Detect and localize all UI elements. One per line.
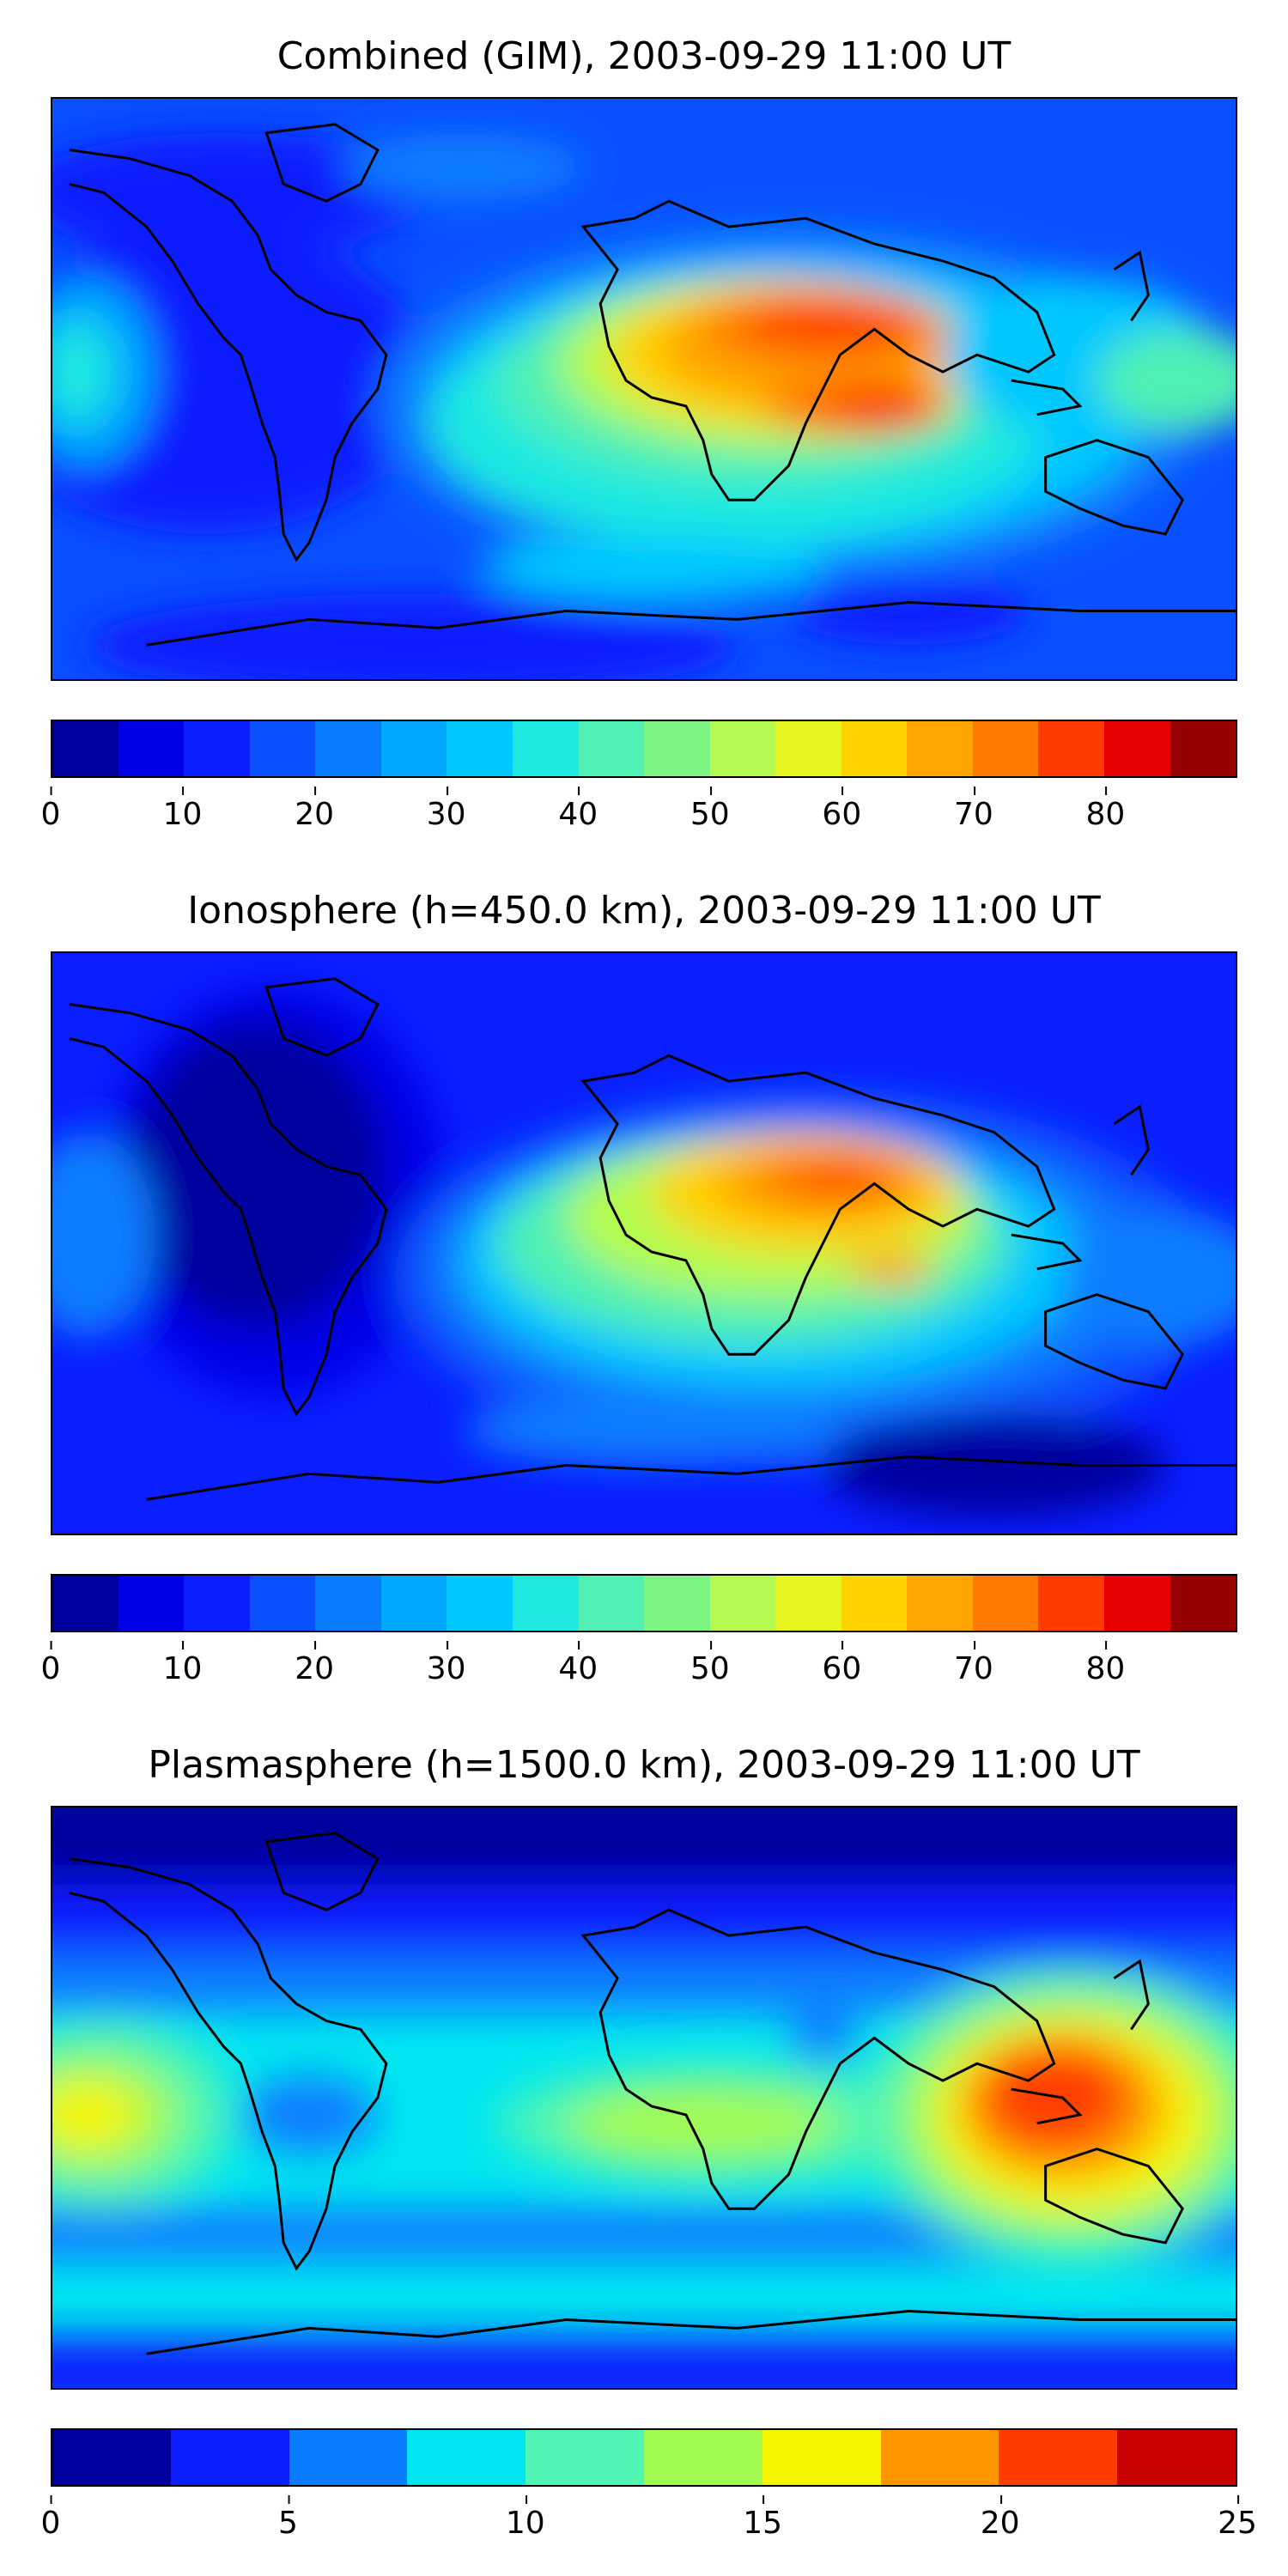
- colorbar-tick-label: 20: [295, 1641, 335, 1686]
- coastlines: [69, 1832, 1236, 2355]
- colorbar-tick-label: 0: [40, 1641, 61, 1686]
- colorbar-tick-label: 5: [277, 2495, 298, 2541]
- colorbar-segment: [709, 721, 776, 776]
- colorbar-segment: [52, 2430, 171, 2485]
- map-svg-plasmasphere: [52, 1807, 1236, 2388]
- colorbar-segment: [170, 2430, 289, 2485]
- map-svg-combined: [52, 99, 1236, 679]
- colorbar-segment: [1104, 721, 1170, 776]
- colorbar-segment: [775, 721, 841, 776]
- colorbar-segment: [999, 2430, 1118, 2485]
- colorbar-ticks-plasmasphere: 0 5 10 15 20 25: [41, 2495, 1257, 2549]
- colorbar-tick-label: 30: [426, 1641, 466, 1686]
- colorbar-tick-label: 50: [690, 1641, 730, 1686]
- colorbar-segment: [578, 1576, 645, 1631]
- colorbar-segment: [380, 1576, 447, 1631]
- colorbar-segment: [380, 721, 447, 776]
- colorbar-tick-label: 30: [426, 787, 466, 832]
- colorbar-segment: [118, 721, 185, 776]
- panel-title-plasmasphere: Plasmasphere (h=1500.0 km), 2003-09-29 1…: [148, 1743, 1140, 1787]
- colorbar-segment: [249, 721, 316, 776]
- panel-title-combined: Combined (GIM), 2003-09-29 11:00 UT: [276, 34, 1012, 78]
- colorbar-tick-label: 80: [1085, 1641, 1126, 1686]
- colorbar-segment: [184, 1576, 250, 1631]
- colorbar-plasmasphere: [51, 2428, 1237, 2487]
- colorbar-ionosphere: [51, 1574, 1237, 1632]
- colorbar-segment: [907, 1576, 973, 1631]
- colorbar-tick-label: 40: [558, 1641, 598, 1686]
- colorbar-segment: [762, 2430, 881, 2485]
- colorbar-segment: [407, 2430, 526, 2485]
- map-svg-ionosphere: [52, 953, 1236, 1534]
- colorbar-tick-label: 60: [822, 1641, 862, 1686]
- colorbar-segment: [447, 1576, 513, 1631]
- colorbar-segment: [184, 721, 250, 776]
- colorbar-segment: [1170, 1576, 1236, 1631]
- colorbar-tick-label: 25: [1218, 2495, 1257, 2541]
- panel-title-ionosphere: Ionosphere (h=450.0 km), 2003-09-29 11:0…: [187, 889, 1101, 933]
- colorbar-segment: [52, 1576, 118, 1631]
- colorbar-segment: [644, 721, 710, 776]
- map-combined: [51, 97, 1237, 681]
- colorbar-segment: [118, 1576, 185, 1631]
- colorbar-segment: [52, 721, 118, 776]
- colorbar-tick-label: 70: [953, 787, 993, 832]
- colorbar-segment: [841, 721, 908, 776]
- map-plasmasphere: [51, 1806, 1237, 2390]
- colorbar-tick-label: 40: [558, 787, 598, 832]
- colorbar-segment: [907, 721, 973, 776]
- colorbar-segment: [289, 2430, 408, 2485]
- colorbar-ticks-combined: 0 10 20 30 40 50 60 70 80: [41, 787, 1237, 840]
- colorbar-segment: [526, 2430, 644, 2485]
- colorbar-segment: [512, 721, 579, 776]
- colorbar-ticks-ionosphere: 0 10 20 30 40 50 60 70 80: [41, 1641, 1237, 1694]
- colorbar-segment: [1104, 1576, 1170, 1631]
- colorbar-segment: [1170, 721, 1236, 776]
- map-ionosphere: [51, 951, 1237, 1535]
- colorbar-tick-label: 10: [505, 2495, 545, 2541]
- colorbar-segment: [775, 1576, 841, 1631]
- colorbar-tick-label: 10: [162, 787, 203, 832]
- colorbar-segment: [880, 2430, 999, 2485]
- coastlines: [69, 123, 1236, 647]
- colorbar-tick-label: 0: [40, 2495, 61, 2541]
- colorbar-segment: [643, 2430, 762, 2485]
- colorbar-segment: [315, 1576, 381, 1631]
- colorbar-segment: [972, 721, 1039, 776]
- colorbar-tick-label: 10: [162, 1641, 203, 1686]
- colorbar-segment: [1038, 721, 1104, 776]
- colorbar-segment: [512, 1576, 579, 1631]
- colorbar-tick-label: 80: [1085, 787, 1126, 832]
- coastlines: [69, 977, 1236, 1501]
- colorbar-segment: [1117, 2430, 1236, 2485]
- colorbar-segment: [972, 1576, 1039, 1631]
- colorbar-tick-label: 0: [40, 787, 61, 832]
- colorbar-tick-label: 50: [690, 787, 730, 832]
- colorbar-combined: [51, 720, 1237, 778]
- colorbar-tick-label: 20: [980, 2495, 1020, 2541]
- colorbar-segment: [644, 1576, 710, 1631]
- colorbar-segment: [578, 721, 645, 776]
- colorbar-tick-label: 60: [822, 787, 862, 832]
- colorbar-segment: [709, 1576, 776, 1631]
- colorbar-tick-label: 15: [743, 2495, 783, 2541]
- colorbar-tick-label: 20: [295, 787, 335, 832]
- colorbar-segment: [841, 1576, 908, 1631]
- colorbar-segment: [315, 721, 381, 776]
- colorbar-tick-label: 70: [953, 1641, 993, 1686]
- colorbar-segment: [1038, 1576, 1104, 1631]
- colorbar-segment: [249, 1576, 316, 1631]
- colorbar-segment: [447, 721, 513, 776]
